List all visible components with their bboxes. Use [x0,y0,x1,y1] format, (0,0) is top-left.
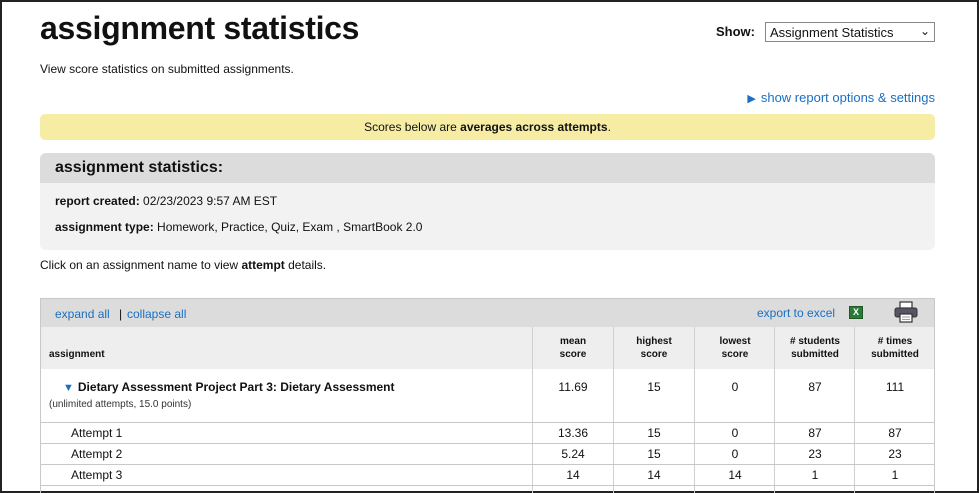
attempt-times: 23 [888,447,902,461]
collapse-all-link[interactable]: collapse all [127,307,187,321]
attempt-students: 23 [808,447,822,461]
toolbar-separator: | [119,307,123,321]
col-lowest-line2: score [721,349,749,360]
triangle-down-icon[interactable]: ▼ [63,382,74,394]
row-divider [41,443,934,444]
table-header-row: assignment mean score highest score lowe… [41,327,934,369]
attempt-times: 1 [891,468,899,482]
excel-icon[interactable]: X [849,306,863,319]
assignment-name-link[interactable]: ▼ Dietary Assessment Project Part 3: Diet… [63,380,394,394]
stats-table: expand all | collapse all export to exce… [40,298,935,493]
column-divider [774,327,775,493]
page-title: assignment statistics [40,10,360,46]
report-created-value: 02/23/2023 9:57 AM EST [143,194,278,208]
col-students-submitted: # students submitted [775,335,855,361]
attempt-lowest: 0 [731,426,739,440]
attempt-label: Attempt 3 [71,468,123,482]
column-divider [854,327,855,493]
attempt-mean: 14 [566,468,580,482]
attempt-highest: 14 [647,468,661,482]
assignment-type-value: Homework, Practice, Quiz, Exam , SmartBo… [157,220,423,234]
assignment-lowest: 0 [731,380,739,394]
row-divider [41,464,934,465]
col-mean-line2: score [559,349,587,360]
row-divider [41,422,934,423]
averages-notice: Scores below are averages across attempt… [40,114,935,140]
col-mean-line1: mean [559,336,587,347]
col-highest-score: highest score [614,335,694,361]
expand-all-link[interactable]: expand all [55,307,110,321]
column-divider [532,327,533,493]
col-lowest-score: lowest score [695,335,775,361]
click-note-suffix: details. [284,258,327,272]
col-assignment: assignment [49,349,105,360]
attempt-students: 1 [811,468,819,482]
triangle-right-icon: ▶ [747,93,756,105]
report-created-label: report created: [55,194,140,208]
click-note: Click on an assignment name to view atte… [40,258,326,272]
attempt-highest: 15 [647,447,661,461]
show-label: Show: [716,24,755,39]
attempt-times: 87 [888,426,902,440]
col-students-line1: # students [789,336,840,347]
col-times-line1: # times [877,336,913,347]
assignment-type-line: assignment type: Homework, Practice, Qui… [55,220,422,234]
report-options-link[interactable]: ▶ show report options & settings [747,90,935,105]
click-note-bold: attempt [241,258,285,272]
notice-prefix: Scores below are [364,120,461,134]
assignment-name: Dietary Assessment Project Part 3: Dieta… [77,380,395,394]
printer-icon[interactable] [894,301,918,323]
col-students-line2: submitted [791,349,839,360]
column-divider [613,327,614,493]
assignment-type-label: assignment type: [55,220,154,234]
notice-bold: averages across attempts [460,120,608,134]
assignment-times: 111 [885,380,905,394]
col-mean-score: mean score [533,335,613,361]
attempt-lowest: 0 [731,447,739,461]
assignment-mean: 11.69 [558,380,588,394]
attempt-label: Attempt 2 [71,447,123,461]
show-select[interactable]: Assignment Statistics ⌄ [765,22,935,42]
page-subtitle: View score statistics on submitted assig… [40,62,294,76]
table-toolbar: expand all | collapse all export to exce… [41,299,934,327]
report-created-line: report created: 02/23/2023 9:57 AM EST [55,194,277,208]
attempt-highest: 15 [647,426,661,440]
assignment-highest: 15 [647,380,661,394]
assignment-stats-panel: assignment statistics: report created: 0… [40,153,935,250]
click-note-prefix: Click on an assignment name to view [40,258,242,272]
stats-heading: assignment statistics: [40,153,935,183]
col-highest-line1: highest [636,336,672,347]
attempt-mean: 5.24 [561,447,585,461]
chevron-down-icon: ⌄ [919,24,930,38]
assignment-students: 87 [808,380,822,394]
col-lowest-line1: lowest [719,336,751,347]
export-excel-link[interactable]: export to excel [757,306,836,320]
attempt-label: Attempt 1 [71,426,123,440]
notice-suffix: . [607,120,611,134]
report-options-label: show report options & settings [760,90,935,105]
assignment-meta: (unlimited attempts, 15.0 points) [49,399,192,410]
show-select-value: Assignment Statistics [770,25,894,40]
attempt-mean: 13.36 [557,426,589,440]
attempt-students: 87 [808,426,822,440]
col-times-line2: submitted [871,349,919,360]
row-divider [41,485,934,486]
col-highest-line2: score [640,349,668,360]
attempt-lowest: 14 [728,468,742,482]
column-divider [694,327,695,493]
col-times-submitted: # times submitted [855,335,935,361]
